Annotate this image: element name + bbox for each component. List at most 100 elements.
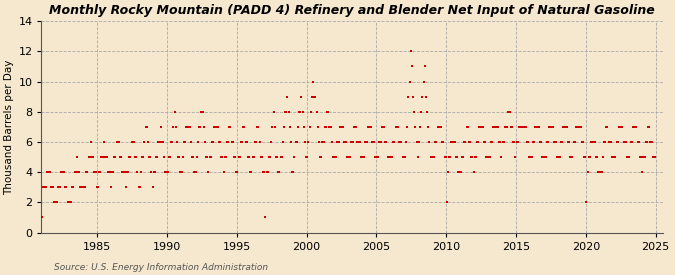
Point (566, 155, 576, 159)
Point (451, 155, 462, 159)
Point (354, 140, 365, 144)
Point (54, 185, 65, 189)
Point (487, 140, 497, 144)
Point (57, 170, 68, 174)
Point (197, 109, 208, 114)
Point (189, 170, 200, 174)
Point (575, 125, 586, 129)
Point (615, 125, 626, 129)
Point (339, 140, 350, 144)
Point (126, 140, 137, 144)
Point (609, 155, 620, 159)
Point (117, 170, 128, 174)
Point (469, 155, 480, 159)
Point (244, 155, 254, 159)
Point (76, 185, 87, 189)
Point (221, 140, 232, 144)
Point (167, 140, 178, 144)
Point (273, 170, 284, 174)
Point (385, 155, 396, 159)
Point (49, 200, 60, 205)
Title: Monthly Rocky Mountain (PADD 4) Refinery and Blender Net Input of Natural Gasoli: Monthly Rocky Mountain (PADD 4) Refinery… (49, 4, 655, 17)
Point (452, 155, 462, 159)
Point (397, 155, 408, 159)
Point (628, 125, 639, 129)
Point (383, 155, 394, 159)
Point (540, 155, 551, 159)
Point (612, 140, 622, 144)
Point (192, 140, 203, 144)
Point (401, 140, 412, 144)
Point (541, 140, 552, 144)
Point (112, 140, 123, 144)
Point (239, 125, 250, 129)
Point (327, 155, 338, 159)
Point (318, 140, 329, 144)
Point (279, 125, 290, 129)
Point (480, 140, 491, 144)
Point (340, 140, 351, 144)
Point (70, 170, 80, 174)
Point (647, 155, 658, 159)
Point (113, 140, 124, 144)
Point (510, 155, 521, 159)
Point (398, 155, 409, 159)
Point (494, 140, 505, 144)
Point (432, 125, 443, 129)
Point (633, 140, 644, 144)
Point (40, 185, 51, 189)
Point (551, 140, 562, 144)
Point (514, 125, 524, 129)
Point (347, 140, 358, 144)
Point (209, 125, 219, 129)
Point (552, 155, 563, 159)
Point (215, 140, 225, 144)
Point (281, 109, 292, 114)
Point (61, 185, 72, 189)
Point (217, 155, 227, 159)
Point (525, 155, 536, 159)
Point (418, 79, 429, 84)
Point (160, 170, 171, 174)
Point (282, 94, 293, 99)
Point (433, 125, 444, 129)
Point (313, 140, 324, 144)
Point (429, 155, 439, 159)
Point (414, 125, 425, 129)
Point (561, 125, 572, 129)
Point (306, 94, 317, 99)
Point (132, 170, 143, 174)
Point (91, 185, 102, 189)
Point (234, 155, 245, 159)
Point (110, 155, 121, 159)
Point (580, 155, 591, 159)
Point (506, 125, 516, 129)
Point (277, 140, 288, 144)
Point (311, 109, 322, 114)
Point (546, 125, 557, 129)
Point (248, 155, 259, 159)
Point (594, 170, 605, 174)
Point (527, 140, 538, 144)
Point (624, 155, 635, 159)
Point (493, 125, 504, 129)
Point (578, 140, 589, 144)
Point (250, 140, 261, 144)
Point (267, 125, 278, 129)
Point (427, 155, 438, 159)
Point (443, 170, 454, 174)
Point (292, 140, 302, 144)
Point (232, 170, 243, 174)
Point (86, 140, 97, 144)
Point (464, 140, 475, 144)
Point (88, 155, 99, 159)
Point (589, 140, 600, 144)
Point (427, 155, 437, 159)
Point (578, 155, 589, 159)
Point (474, 125, 485, 129)
Point (523, 140, 534, 144)
Point (557, 140, 568, 144)
Point (591, 155, 601, 159)
Point (260, 215, 271, 220)
Point (305, 109, 316, 114)
